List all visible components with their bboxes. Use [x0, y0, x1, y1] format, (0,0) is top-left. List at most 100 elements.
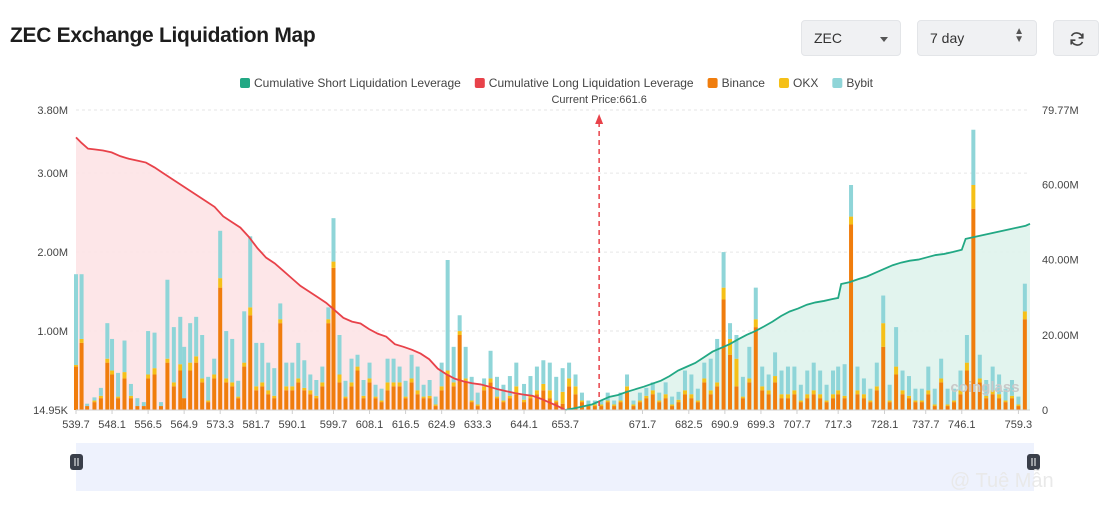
bar-bybit — [475, 392, 480, 405]
x-tick-label: 690.9 — [711, 419, 739, 431]
bar-binance — [343, 398, 348, 410]
range-slider-handle-left[interactable] — [70, 454, 83, 470]
bar-okx — [415, 390, 420, 395]
bar-okx — [811, 390, 816, 395]
refresh-button[interactable] — [1053, 20, 1099, 56]
range-slider-handle-right[interactable] — [1027, 454, 1040, 470]
bar-bybit — [326, 307, 331, 320]
bar-binance — [373, 398, 378, 410]
bar-bybit — [236, 380, 241, 397]
coin-select[interactable]: ZEC — [801, 20, 901, 56]
bar-bybit — [874, 362, 879, 387]
bar-okx — [785, 394, 790, 399]
bar-binance — [439, 390, 444, 410]
bar-bybit — [625, 374, 630, 387]
legend-swatch — [707, 78, 718, 88]
bar-bybit — [573, 374, 578, 387]
bar-okx — [618, 400, 623, 403]
bar-binance — [194, 362, 199, 410]
bar-bybit — [887, 384, 892, 401]
bar-binance — [224, 382, 229, 410]
bar-binance — [254, 390, 259, 410]
x-tick-label: 759.3 — [1005, 419, 1033, 431]
bar-okx — [1009, 395, 1014, 399]
bar-okx — [165, 358, 170, 363]
bar-bybit — [302, 360, 307, 388]
bar-bybit — [881, 295, 886, 324]
bar-binance — [926, 394, 931, 410]
bar-binance — [308, 394, 313, 410]
bar-okx — [74, 365, 78, 367]
current-price-label: Current Price:661.6 — [551, 94, 646, 106]
bar-binance — [670, 406, 675, 410]
bar-binance — [894, 374, 899, 410]
bar-binance — [824, 402, 829, 410]
bar-bybit — [855, 366, 860, 391]
x-tick-label: 746.1 — [948, 419, 976, 431]
bar-okx — [206, 400, 211, 403]
bar-bybit — [182, 346, 187, 399]
bar-binance — [469, 402, 474, 410]
bar-bybit — [349, 358, 354, 383]
bar-binance — [165, 362, 170, 410]
bar-okx — [128, 395, 133, 399]
bar-okx — [592, 404, 597, 407]
legend-swatch — [474, 78, 485, 88]
bar-binance — [326, 323, 331, 410]
bar-okx — [657, 400, 662, 403]
bar-okx — [254, 386, 259, 391]
bar-okx — [385, 382, 390, 391]
bar-okx — [534, 390, 539, 395]
bar-bybit — [445, 260, 450, 371]
bar-binance — [945, 406, 950, 410]
bar-binance — [379, 402, 384, 410]
bar-okx — [421, 396, 426, 399]
bar-binance — [92, 402, 97, 410]
bar-okx — [625, 386, 630, 391]
bar-bybit — [798, 384, 803, 401]
bar-bybit — [945, 388, 950, 405]
bar-bybit — [977, 354, 982, 379]
bar-bybit — [541, 360, 546, 384]
bar-bybit — [528, 376, 533, 396]
bar-binance — [433, 406, 438, 410]
bar-binance — [547, 398, 552, 410]
x-tick-label: 608.1 — [356, 419, 384, 431]
y-left-tick-label: 1.00M — [37, 326, 68, 338]
bar-binance — [1003, 402, 1008, 410]
bar-binance — [637, 402, 642, 410]
bar-binance — [625, 390, 630, 410]
bar-bybit — [194, 316, 199, 357]
bar-bybit — [284, 362, 289, 387]
bar-bybit — [773, 352, 778, 377]
bar-binance — [260, 386, 265, 410]
period-select[interactable]: 7 day ▲ ▼ — [917, 20, 1037, 56]
bar-binance — [560, 403, 565, 410]
bar-bybit — [676, 391, 681, 400]
bar-bybit — [457, 315, 462, 332]
bar-bybit — [631, 400, 636, 405]
bar-bybit — [586, 400, 591, 405]
bar-bybit — [1003, 388, 1008, 401]
bar-bybit — [715, 338, 720, 383]
legend-swatch — [778, 78, 789, 88]
bar-bybit — [612, 400, 617, 405]
bar-bybit — [92, 397, 97, 401]
bar-okx — [302, 387, 307, 391]
bar-bybit — [494, 376, 499, 397]
bar-bybit — [567, 362, 572, 379]
bar-bybit — [343, 380, 348, 397]
x-tick-label: 590.1 — [279, 419, 307, 431]
up-down-icon: ▲ ▼ — [1014, 26, 1024, 45]
bar-bybit — [98, 387, 103, 396]
bar-binance — [391, 386, 396, 410]
bar-bybit — [110, 338, 115, 371]
y-left-tick-label: 3.00M — [37, 168, 68, 180]
bar-okx — [663, 394, 668, 399]
bar-binance — [977, 382, 982, 410]
bar-binance — [331, 267, 336, 410]
bar-binance — [805, 398, 810, 410]
range-slider-track[interactable] — [76, 443, 1034, 491]
bar-binance — [427, 398, 432, 410]
bar-binance — [573, 394, 578, 410]
